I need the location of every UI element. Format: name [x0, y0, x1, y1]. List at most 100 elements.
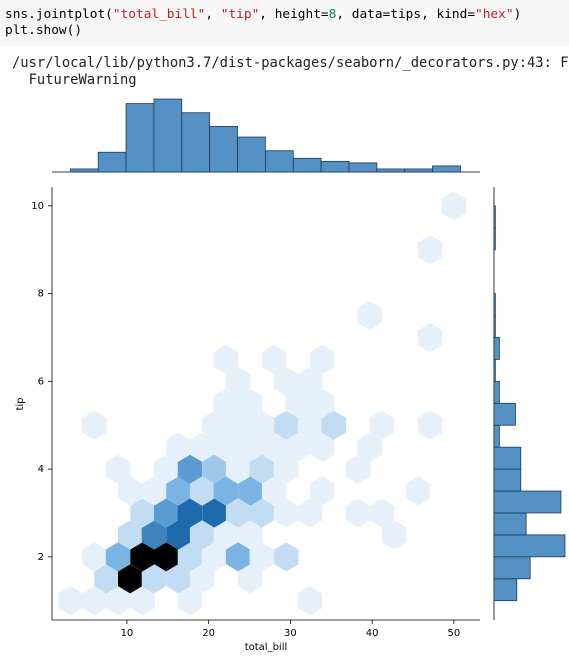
hex-cell — [346, 454, 371, 484]
x-tick-label: 10 — [121, 628, 134, 639]
code-token: "total_bill" — [112, 7, 206, 22]
hex-cell — [249, 542, 274, 572]
hex-cell — [417, 235, 443, 265]
hex-cell — [213, 520, 238, 550]
hex-cell — [130, 586, 155, 616]
hex-cell — [321, 410, 346, 440]
right-hist-bar — [493, 512, 527, 536]
top-hist-bar — [97, 151, 127, 173]
x-axis-label: total_bill — [245, 642, 288, 653]
hex-cell — [225, 410, 251, 440]
code-line: sns.jointplot("total_bill", "tip", heigh… — [5, 7, 521, 23]
right-hist-bar — [493, 359, 496, 382]
top-hist-bar — [69, 168, 99, 173]
right-hist-bar — [493, 490, 562, 514]
top-hist-bar — [237, 136, 266, 173]
hex-cell — [238, 520, 263, 550]
hex-cell — [274, 542, 299, 572]
x-tick-label: 20 — [202, 628, 215, 639]
hex-cell — [154, 498, 179, 528]
hex-cell — [310, 432, 335, 462]
hex-cell — [249, 410, 274, 440]
code-token: , data=tips, kind= — [336, 7, 476, 22]
y-tick-label: 2 — [38, 552, 44, 563]
hex-cell — [310, 388, 335, 418]
output: /usr/local/lib/python3.7/dist-packages/s… — [12, 55, 569, 89]
right-hist-bar — [493, 468, 522, 492]
right-hist-bar — [493, 293, 496, 316]
code-token: 8 — [328, 7, 337, 22]
hex-cell — [261, 344, 287, 374]
hex-cell — [202, 498, 227, 528]
y-axis-label: tip — [15, 397, 26, 410]
y-tick-label: 6 — [38, 376, 44, 387]
hex-cell — [441, 191, 466, 221]
hex-cell — [274, 454, 299, 484]
hex-cell — [189, 520, 215, 550]
hex-cell — [369, 498, 395, 528]
hex-cell — [105, 454, 131, 484]
code-token: "hex" — [475, 7, 514, 22]
hex-cell — [105, 586, 131, 616]
hex-cell — [166, 520, 191, 550]
hex-cell — [118, 564, 143, 594]
code-token: ) — [513, 7, 522, 22]
hex-cell — [177, 498, 203, 528]
hex-cell — [105, 542, 131, 572]
hex-cell — [249, 498, 274, 528]
hex-cell — [141, 564, 167, 594]
hex-cell — [130, 542, 155, 572]
hex-cell — [189, 432, 215, 462]
hex-cell — [310, 476, 335, 506]
hex-cell — [166, 476, 191, 506]
top-hist-bar — [181, 112, 211, 173]
hex-cell — [141, 520, 167, 550]
right-hist-bar — [493, 556, 531, 580]
hex-cell — [213, 388, 238, 418]
hex-cell — [225, 454, 251, 484]
hex-cell — [177, 542, 203, 572]
hex-cell — [213, 476, 238, 506]
code-token: "tip" — [220, 7, 260, 22]
hex-cell — [189, 564, 215, 594]
code-cell[interactable] — [0, 0, 569, 46]
right-hist-bar — [493, 534, 566, 558]
top-hist-bar — [125, 103, 155, 173]
top-hist-bar — [264, 150, 294, 173]
hex-cell — [238, 432, 263, 462]
top-hist-bar — [348, 162, 378, 173]
x-tick-label: 30 — [284, 628, 297, 639]
hex-cell — [357, 300, 382, 331]
hex-cell — [225, 366, 251, 396]
right-hist-bar — [493, 205, 496, 229]
hex-cell — [154, 454, 179, 484]
hex-cell — [166, 432, 191, 462]
hexes — [58, 191, 466, 616]
hex-cell — [261, 432, 287, 462]
top-hist-bar — [404, 168, 433, 173]
hex-cell — [297, 366, 323, 396]
hex-cell — [94, 564, 119, 594]
hex-cell — [118, 476, 143, 506]
hex-cell — [202, 454, 227, 484]
right-hist-bar — [493, 402, 516, 426]
hex-cell — [202, 410, 227, 440]
hex-cell — [154, 542, 179, 572]
top-hist-bar — [320, 160, 350, 173]
top-hist-bar — [153, 98, 183, 173]
hex-cell — [274, 410, 299, 440]
top-hist-bar — [292, 157, 322, 173]
hex-cell — [417, 410, 443, 440]
hex-cell — [82, 410, 107, 440]
code-token: , height= — [259, 7, 329, 22]
hex-cell — [225, 498, 251, 528]
hex-cell — [58, 586, 83, 616]
hex-cell — [118, 520, 143, 550]
code-token: sns.jointplot( — [5, 7, 113, 22]
right-hist-bar — [493, 578, 518, 602]
right-hist-bar — [493, 337, 500, 360]
top-hist-bar — [376, 168, 406, 173]
hex-cell — [382, 520, 407, 550]
hex-cell — [285, 432, 310, 462]
y-tick-label: 8 — [38, 289, 44, 300]
